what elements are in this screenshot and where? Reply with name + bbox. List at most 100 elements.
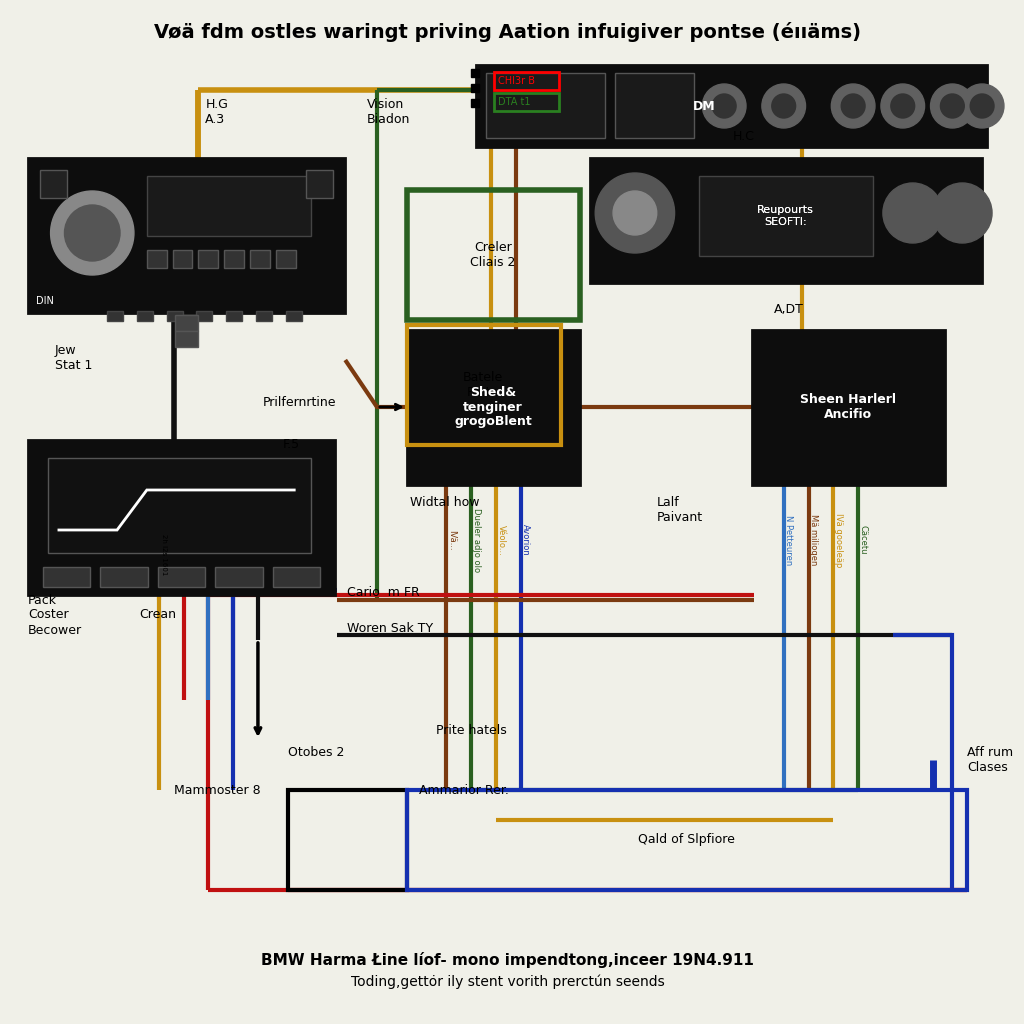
Text: CHI3r B: CHI3r B xyxy=(498,76,535,86)
Text: Creler
Cliais 2: Creler Cliais 2 xyxy=(470,241,516,269)
Bar xyxy=(407,325,560,445)
Bar xyxy=(275,250,296,268)
Circle shape xyxy=(931,84,974,128)
Bar xyxy=(471,84,479,92)
Circle shape xyxy=(772,94,796,118)
Circle shape xyxy=(940,94,965,118)
Text: Cäcetu: Cäcetu xyxy=(858,525,867,555)
Circle shape xyxy=(883,183,942,243)
Bar xyxy=(615,73,694,138)
Bar xyxy=(590,158,982,283)
Bar xyxy=(108,311,123,321)
Bar xyxy=(40,170,68,198)
Bar xyxy=(158,567,206,587)
Text: Lalf
Paivant: Lalf Paivant xyxy=(656,496,702,524)
Text: Ammarior Rer.: Ammarior Rer. xyxy=(419,783,509,797)
Bar xyxy=(288,790,407,890)
Bar xyxy=(305,170,334,198)
Bar xyxy=(175,331,199,347)
Bar xyxy=(100,567,147,587)
Bar xyxy=(167,311,182,321)
Circle shape xyxy=(50,191,134,275)
Text: IVä gooeleäp: IVä gooeleäp xyxy=(834,513,843,567)
Bar xyxy=(48,458,310,553)
Circle shape xyxy=(595,173,675,253)
Bar xyxy=(471,69,479,77)
Text: Véolo...: Véolo... xyxy=(497,524,506,555)
Circle shape xyxy=(762,84,806,128)
Bar xyxy=(43,567,90,587)
Circle shape xyxy=(65,205,120,261)
Text: N Petteuren: N Petteuren xyxy=(784,515,794,565)
Text: Dueler adjo olo: Dueler adjo olo xyxy=(472,508,480,572)
Bar xyxy=(272,567,321,587)
Text: H.G
A.3: H.G A.3 xyxy=(206,98,228,126)
Bar xyxy=(256,311,271,321)
Text: DIN: DIN xyxy=(36,296,53,306)
Bar xyxy=(175,315,199,331)
Bar xyxy=(224,250,244,268)
Text: Widtal how: Widtal how xyxy=(410,496,479,509)
Text: Pack
Coster
Becower: Pack Coster Becower xyxy=(28,594,82,637)
Text: Reupourts
SEOFTI:: Reupourts SEOFTI: xyxy=(758,205,814,226)
Text: 2h l2s 1601: 2h l2s 1601 xyxy=(161,535,167,575)
Text: BMW Harma Łine líof- mono impendtong,inceer 19N4.911: BMW Harma Łine líof- mono impendtong,inc… xyxy=(261,952,755,968)
Bar xyxy=(407,190,581,319)
Text: Otobes 2: Otobes 2 xyxy=(288,745,344,759)
Circle shape xyxy=(702,84,746,128)
Text: Vøä fdm ostles waringt priving Aation infuigiver pontse (éııäms): Vøä fdm ostles waringt priving Aation in… xyxy=(155,22,861,42)
Bar xyxy=(494,93,558,111)
Bar xyxy=(146,250,167,268)
Text: Toding,gettȯr ily stent vorith prerctún seends: Toding,gettȯr ily stent vorith prerctún… xyxy=(351,975,665,989)
Text: Prite hatels: Prite hatels xyxy=(436,724,507,736)
Text: IVä...: IVä... xyxy=(446,529,456,550)
Circle shape xyxy=(613,191,656,234)
Text: Reupourts
SEOFTI:: Reupourts SEOFTI: xyxy=(758,205,814,226)
Text: Woren Sak TY: Woren Sak TY xyxy=(347,622,433,635)
Bar xyxy=(28,158,345,313)
Bar xyxy=(226,311,242,321)
Bar xyxy=(197,311,212,321)
Text: H.C: H.C xyxy=(733,129,755,142)
Bar xyxy=(699,176,873,256)
Text: DTA t1: DTA t1 xyxy=(498,97,530,106)
Bar xyxy=(471,99,479,106)
Text: Shed&
tenginer
grogoBlent: Shed& tenginer grogoBlent xyxy=(455,385,531,428)
Text: Cario  m FR: Cario m FR xyxy=(347,587,420,599)
Text: Batele
Patte: Batele Patte xyxy=(463,371,503,399)
Text: A,DT: A,DT xyxy=(774,303,804,316)
Circle shape xyxy=(970,94,994,118)
Bar xyxy=(28,440,335,595)
Bar xyxy=(215,567,263,587)
Circle shape xyxy=(713,94,736,118)
Text: Qald of Slpfiore: Qald of Slpfiore xyxy=(638,834,735,847)
Bar xyxy=(137,311,153,321)
Circle shape xyxy=(891,94,914,118)
Text: F.5: F.5 xyxy=(283,438,300,452)
Bar xyxy=(494,72,558,90)
Bar xyxy=(146,176,310,236)
Bar xyxy=(250,250,270,268)
Bar xyxy=(407,790,968,890)
Text: Jew
Stat 1: Jew Stat 1 xyxy=(54,344,92,372)
Text: Avorion: Avorion xyxy=(521,524,530,556)
Bar xyxy=(199,250,218,268)
Text: Mammoster 8: Mammoster 8 xyxy=(174,783,260,797)
Text: Vision
Biadon: Vision Biadon xyxy=(367,98,411,126)
Bar xyxy=(173,250,193,268)
Circle shape xyxy=(933,183,992,243)
Text: Sheen Harlerl
Ancifio: Sheen Harlerl Ancifio xyxy=(800,393,896,421)
Bar xyxy=(752,330,945,485)
Bar xyxy=(486,73,605,138)
Text: Mä miliogen: Mä miliogen xyxy=(809,514,818,565)
Circle shape xyxy=(842,94,865,118)
Text: DM: DM xyxy=(693,99,716,113)
Bar xyxy=(286,311,302,321)
Text: Crean: Crean xyxy=(139,608,176,622)
Bar xyxy=(407,330,581,485)
Circle shape xyxy=(961,84,1004,128)
Bar xyxy=(476,65,987,147)
Text: Prilfernrtine: Prilfernrtine xyxy=(263,395,337,409)
Circle shape xyxy=(881,84,925,128)
Text: Aff rum
Clases: Aff rum Clases xyxy=(968,746,1014,774)
